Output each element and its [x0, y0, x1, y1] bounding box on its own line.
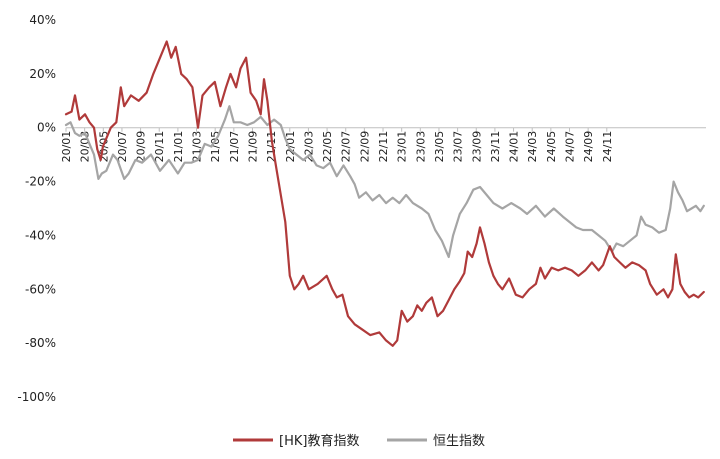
- x-tick-label: 23/03: [414, 131, 427, 163]
- y-tick-label: -100%: [17, 390, 56, 404]
- legend-label: 恒生指数: [433, 434, 485, 449]
- y-tick-label: -20%: [25, 175, 56, 189]
- legend-label: [HK]教育指数: [279, 433, 359, 449]
- x-tick-label: 23/07: [452, 131, 465, 163]
- y-tick-label: 0%: [37, 121, 56, 135]
- x-tick-label: 20/01: [60, 131, 73, 163]
- x-axis: 20/01 20/03 20/05 20/07 20/09 20/11 21/01 21/03…: [60, 127, 614, 163]
- x-tick-label: 21/05: [209, 131, 222, 163]
- x-tick-label: 22/01: [284, 131, 297, 163]
- y-tick-label: 20%: [29, 67, 56, 81]
- x-tick-label: 22/03: [302, 131, 315, 163]
- x-tick-label: 22/05: [321, 131, 334, 163]
- x-tick-label: 22/11: [377, 131, 390, 163]
- x-tick-label: 21/07: [228, 131, 241, 163]
- series-line: [64, 105, 705, 259]
- x-tick-label: 24/03: [526, 131, 539, 163]
- x-tick-label: 21/03: [191, 131, 204, 163]
- y-axis: 40% 20% 0% -20% -40% -60% -80% -100%: [17, 13, 56, 404]
- x-tick-label: 21/09: [246, 131, 259, 163]
- x-tick-label: 21/01: [172, 131, 185, 163]
- x-tick-label: 20/11: [153, 131, 166, 163]
- y-tick-label: -80%: [25, 336, 56, 350]
- series-group: [64, 40, 705, 347]
- legend: [HK]教育指数 恒生指数: [233, 433, 485, 449]
- x-tick-label: 22/09: [358, 131, 371, 163]
- x-tick-label: 23/01: [396, 131, 409, 163]
- x-tick-label: 24/11: [601, 131, 614, 163]
- x-tick-label: 20/07: [116, 131, 129, 163]
- series-line: [64, 40, 705, 347]
- x-tick-label: 23/05: [433, 131, 446, 163]
- x-tick-label: 22/07: [340, 131, 353, 163]
- y-tick-label: -60%: [25, 282, 56, 296]
- x-tick-label: 24/09: [582, 131, 595, 163]
- x-tick-label: 24/05: [545, 131, 558, 163]
- x-tick-label: 24/01: [508, 131, 521, 163]
- x-tick-label: 23/11: [489, 131, 502, 163]
- y-tick-label: -40%: [25, 228, 56, 242]
- y-tick-label: 40%: [29, 13, 56, 27]
- x-tick-label: 24/07: [563, 131, 576, 163]
- x-tick-label: 23/09: [470, 131, 483, 163]
- x-tick-label: 20/09: [135, 131, 148, 163]
